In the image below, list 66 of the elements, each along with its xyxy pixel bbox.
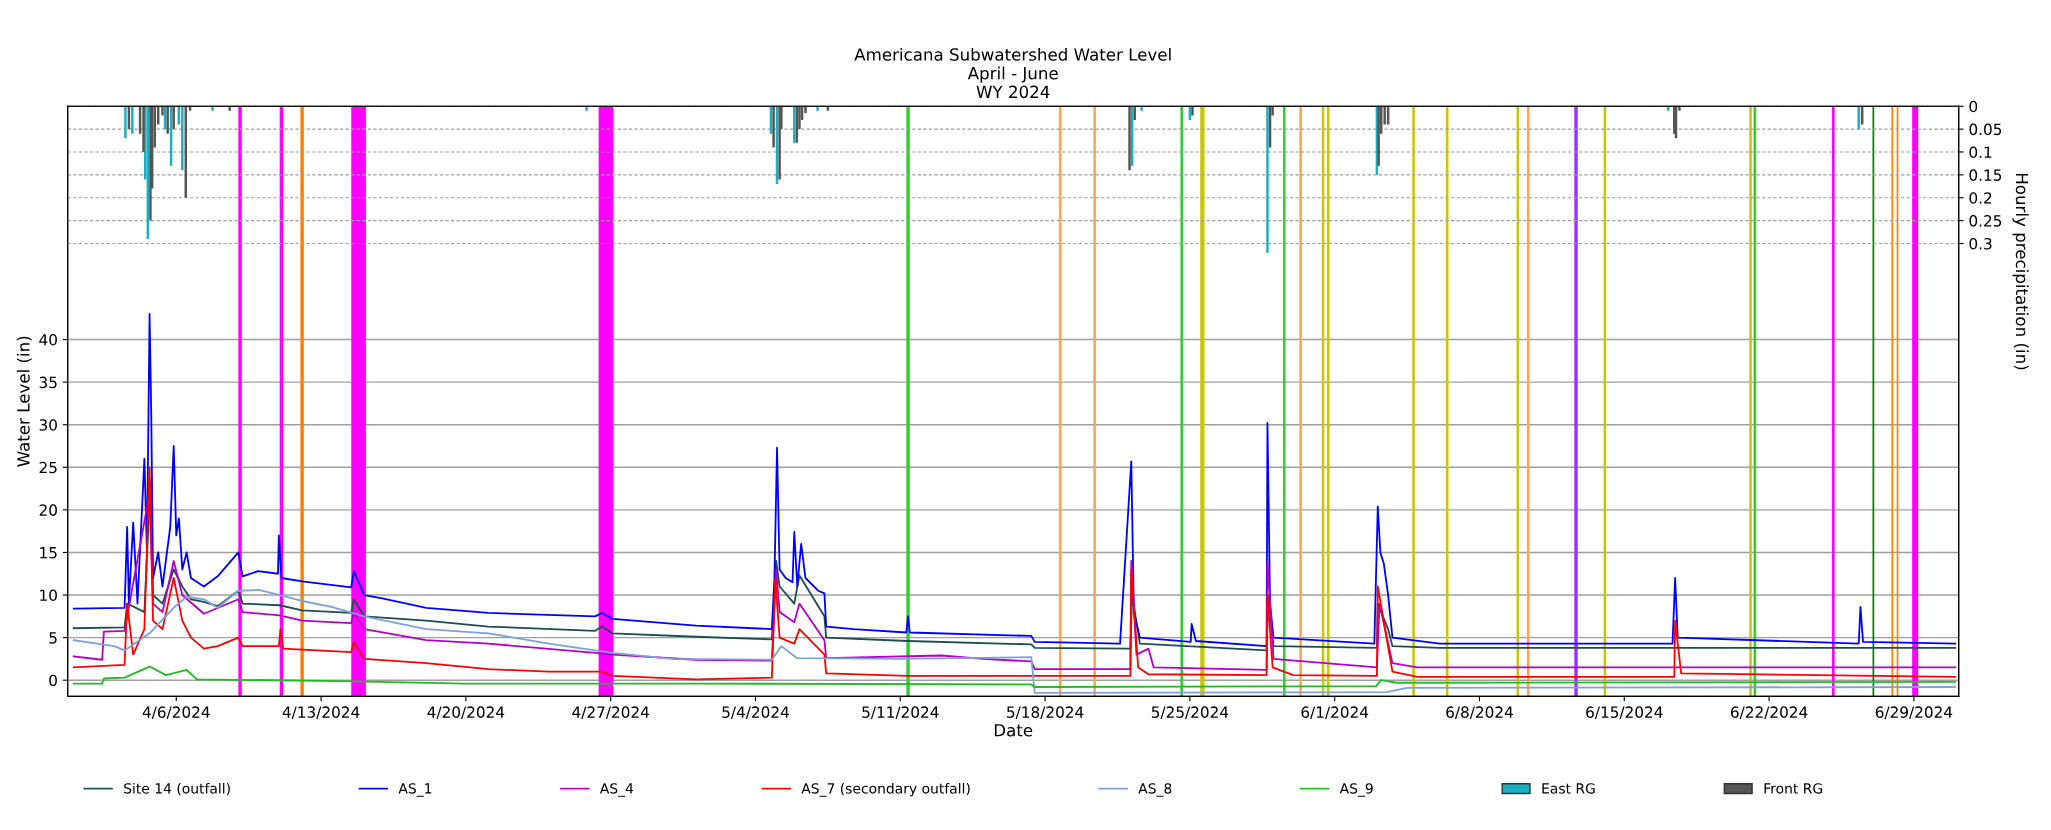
x-tick-label: 6/29/2024 (1875, 706, 1953, 720)
bar (1140, 106, 1143, 111)
y-tick-label: 20 (39, 504, 57, 516)
y2-tick-label: 0.1 (1969, 146, 1992, 159)
x-tick-label: 6/22/2024 (1730, 706, 1808, 720)
y2-tick-label: 0.2 (1969, 192, 1992, 204)
bar (772, 106, 775, 148)
y2-tick-label: 0.25 (1969, 215, 2002, 227)
x-tick-label: 6/15/2024 (1586, 706, 1663, 720)
bar (1133, 106, 1136, 120)
line-series (72, 313, 1957, 648)
bar (211, 106, 214, 111)
x-tick-label: 4/20/2024 (427, 706, 505, 720)
y2-tick-label: 0.3 (1969, 237, 1992, 250)
bar (1266, 106, 1269, 253)
x-tick-label: 4/6/2024 (142, 706, 210, 720)
bar (778, 106, 781, 180)
x-tick-label: 5/25/2024 (1151, 706, 1229, 720)
x-tick-label: 6/8/2024 (1446, 706, 1513, 720)
line-series (72, 589, 1957, 694)
y-tick-label: 10 (40, 589, 57, 602)
bar (166, 106, 169, 134)
bar (228, 106, 231, 111)
y-tick-label: 0 (49, 674, 57, 687)
x-tick-label: 6/1/2024 (1301, 706, 1369, 720)
y-axis-title: Water Level (in) (16, 336, 32, 467)
legend-label: Site 14 (outfall) (124, 782, 230, 796)
legend-label: AS_1 (398, 783, 432, 797)
x-tick-label: 5/11/2024 (862, 706, 939, 720)
y-tick-label: 35 (39, 376, 57, 389)
bar (161, 106, 164, 116)
bar (585, 106, 588, 111)
bar (124, 106, 127, 139)
bar (816, 106, 819, 111)
legend-label: Front RG (1764, 783, 1823, 794)
y2-tick-label: 0.05 (1969, 123, 2002, 136)
y2-tick-label: 0.15 (1969, 169, 2002, 181)
line-series (72, 466, 1957, 681)
y-tick-label: 30 (39, 419, 57, 431)
legend-label: AS_8 (1138, 783, 1172, 797)
legend-label: AS_4 (599, 783, 634, 797)
y2-tick-label: 0 (1969, 100, 1978, 113)
legend-label: East RG (1542, 783, 1595, 794)
line-series (72, 665, 1957, 688)
legend-label: AS_9 (1339, 783, 1373, 797)
x-tick-label: 5/4/2024 (722, 706, 789, 720)
bar (1377, 106, 1380, 166)
chart-title: Americana Subwatershed Water Level April - June WY 2024 (854, 47, 1171, 99)
x-tick-label: 4/27/2024 (572, 706, 649, 720)
y-tick-label: 25 (39, 461, 57, 474)
x-tick-label: 5/18/2024 (1007, 706, 1084, 720)
y-tick-label: 5 (49, 632, 57, 644)
bar (1128, 106, 1131, 171)
y-tick-label: 40 (39, 334, 57, 346)
bar (131, 106, 134, 134)
bar (181, 106, 184, 171)
bar (1191, 106, 1194, 116)
bar (172, 106, 175, 130)
x-axis-title: Date (994, 724, 1033, 737)
legend-label: AS_7 (secondary outfall) (801, 782, 970, 797)
x-tick-label: 4/13/2024 (282, 706, 360, 720)
bar (149, 106, 152, 221)
y2-axis-title: Hourly precipitation (in) (2012, 173, 2029, 370)
bar (1857, 106, 1860, 130)
y-tick-label: 15 (40, 547, 57, 559)
bar (142, 106, 145, 152)
